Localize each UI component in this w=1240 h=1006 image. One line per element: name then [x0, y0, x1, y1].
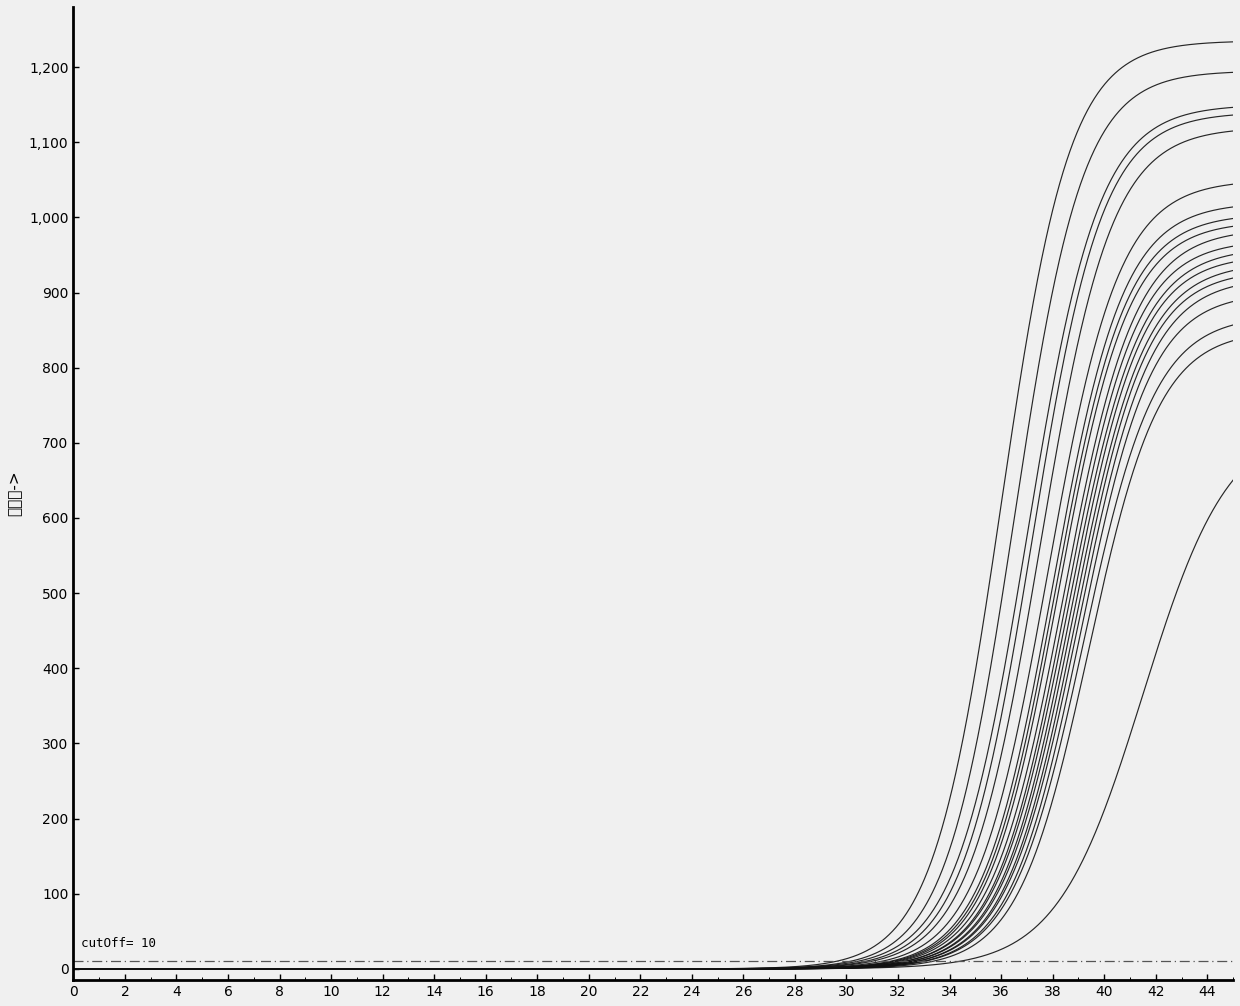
Text: cutOff= 10: cutOff= 10	[81, 938, 156, 950]
Y-axis label: 荧光値->: 荧光値->	[7, 471, 22, 516]
